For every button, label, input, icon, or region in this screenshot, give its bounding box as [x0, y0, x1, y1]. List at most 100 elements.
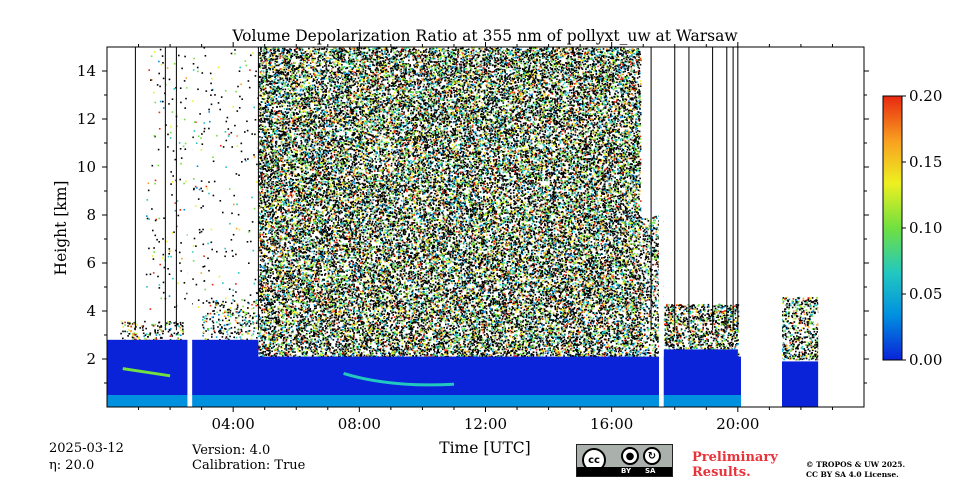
heatmap-cell [266, 320, 268, 322]
heatmap-cell [539, 210, 541, 212]
heatmap-cell [566, 109, 568, 111]
heatmap-cell [376, 313, 378, 315]
heatmap-cell [391, 163, 393, 165]
heatmap-cell [343, 130, 345, 132]
heatmap-cell [359, 272, 361, 274]
heatmap-cell [561, 88, 563, 90]
heatmap-cell [462, 352, 464, 354]
heatmap-cell [450, 99, 452, 101]
heatmap-cell [639, 99, 641, 101]
heatmap-plot [107, 47, 864, 407]
heatmap-cell [516, 280, 518, 282]
heatmap-cell [638, 62, 640, 64]
heatmap-cell [519, 227, 521, 229]
heatmap-cell [536, 221, 538, 223]
heatmap-cell [348, 297, 350, 299]
heatmap-cell [416, 149, 418, 151]
heatmap-cell [545, 318, 547, 320]
heatmap-cell [394, 146, 396, 148]
heatmap-cell [582, 171, 584, 173]
heatmap-cell [606, 296, 608, 298]
heatmap-cell [261, 182, 263, 184]
heatmap-cell [299, 126, 301, 128]
heatmap-cell [574, 238, 576, 240]
heatmap-cell [628, 308, 630, 310]
heatmap-cell [568, 242, 570, 244]
heatmap-cell [472, 149, 474, 151]
heatmap-cell [447, 240, 449, 242]
heatmap-cell [296, 211, 298, 213]
heatmap-cell [391, 49, 393, 51]
heatmap-cell [442, 55, 444, 57]
heatmap-cell [365, 236, 367, 238]
heatmap-cell [631, 123, 633, 125]
heatmap-cell [460, 76, 462, 78]
heatmap-cell [339, 247, 341, 249]
heatmap-cell [288, 345, 290, 347]
heatmap-cell [319, 60, 321, 62]
heatmap-cell [483, 185, 485, 187]
heatmap-cell [522, 259, 524, 261]
heatmap-cell [423, 322, 425, 324]
heatmap-cell [425, 187, 427, 189]
heatmap-cell [388, 293, 390, 295]
heatmap-cell [613, 239, 615, 241]
heatmap-cell [473, 290, 475, 292]
heatmap-cell [400, 243, 402, 245]
heatmap-cell [475, 169, 477, 171]
heatmap-cell [520, 103, 522, 105]
heatmap-cell [501, 314, 503, 316]
heatmap-cell [625, 274, 627, 276]
heatmap-cell [449, 277, 451, 279]
heatmap-cell [326, 200, 328, 202]
heatmap-cell [413, 57, 415, 59]
heatmap-cell [286, 154, 288, 156]
heatmap-cell [546, 109, 548, 111]
heatmap-cell [576, 346, 578, 348]
heatmap-cell [284, 138, 286, 140]
heatmap-cell [314, 85, 316, 87]
heatmap-cell [387, 96, 389, 98]
heatmap-cell [398, 234, 400, 236]
heatmap-cell [507, 183, 509, 185]
heatmap-cell [554, 230, 556, 232]
heatmap-cell [452, 334, 454, 336]
heatmap-cell [510, 91, 512, 93]
heatmap-cell [296, 161, 298, 163]
heatmap-cell [615, 86, 617, 88]
heatmap-cell [337, 237, 339, 239]
heatmap-cell [361, 230, 363, 232]
heatmap-cell [380, 133, 382, 135]
heatmap-cell [362, 101, 364, 103]
heatmap-cell [607, 257, 609, 259]
heatmap-cell [474, 251, 476, 253]
heatmap-cell [568, 133, 570, 135]
heatmap-cell [357, 206, 359, 208]
heatmap-cell [366, 148, 368, 150]
heatmap-cell [444, 340, 446, 342]
heatmap-cell [297, 92, 299, 94]
heatmap-cell [454, 285, 456, 287]
heatmap-cell [512, 212, 514, 214]
heatmap-cell [327, 141, 329, 143]
heatmap-cell [382, 136, 384, 138]
heatmap-cell [572, 283, 574, 285]
heatmap-cell [294, 212, 296, 214]
heatmap-cell [565, 192, 567, 194]
heatmap-cell [592, 206, 594, 208]
heatmap-cell [575, 178, 577, 180]
heatmap-cell [628, 222, 630, 224]
heatmap-cell [490, 112, 492, 114]
heatmap-cell [527, 335, 529, 337]
heatmap-cell [440, 61, 442, 63]
heatmap-cell [269, 257, 271, 259]
heatmap-cell [521, 138, 523, 140]
heatmap-cell [391, 48, 393, 50]
heatmap-cell [364, 112, 366, 114]
heatmap-cell [592, 323, 594, 325]
heatmap-cell [536, 264, 538, 266]
heatmap-cell [270, 78, 272, 80]
chart-title: Volume Depolarization Ratio at 355 nm of… [231, 27, 738, 45]
heatmap-cell [583, 66, 585, 68]
heatmap-cell [322, 249, 324, 251]
